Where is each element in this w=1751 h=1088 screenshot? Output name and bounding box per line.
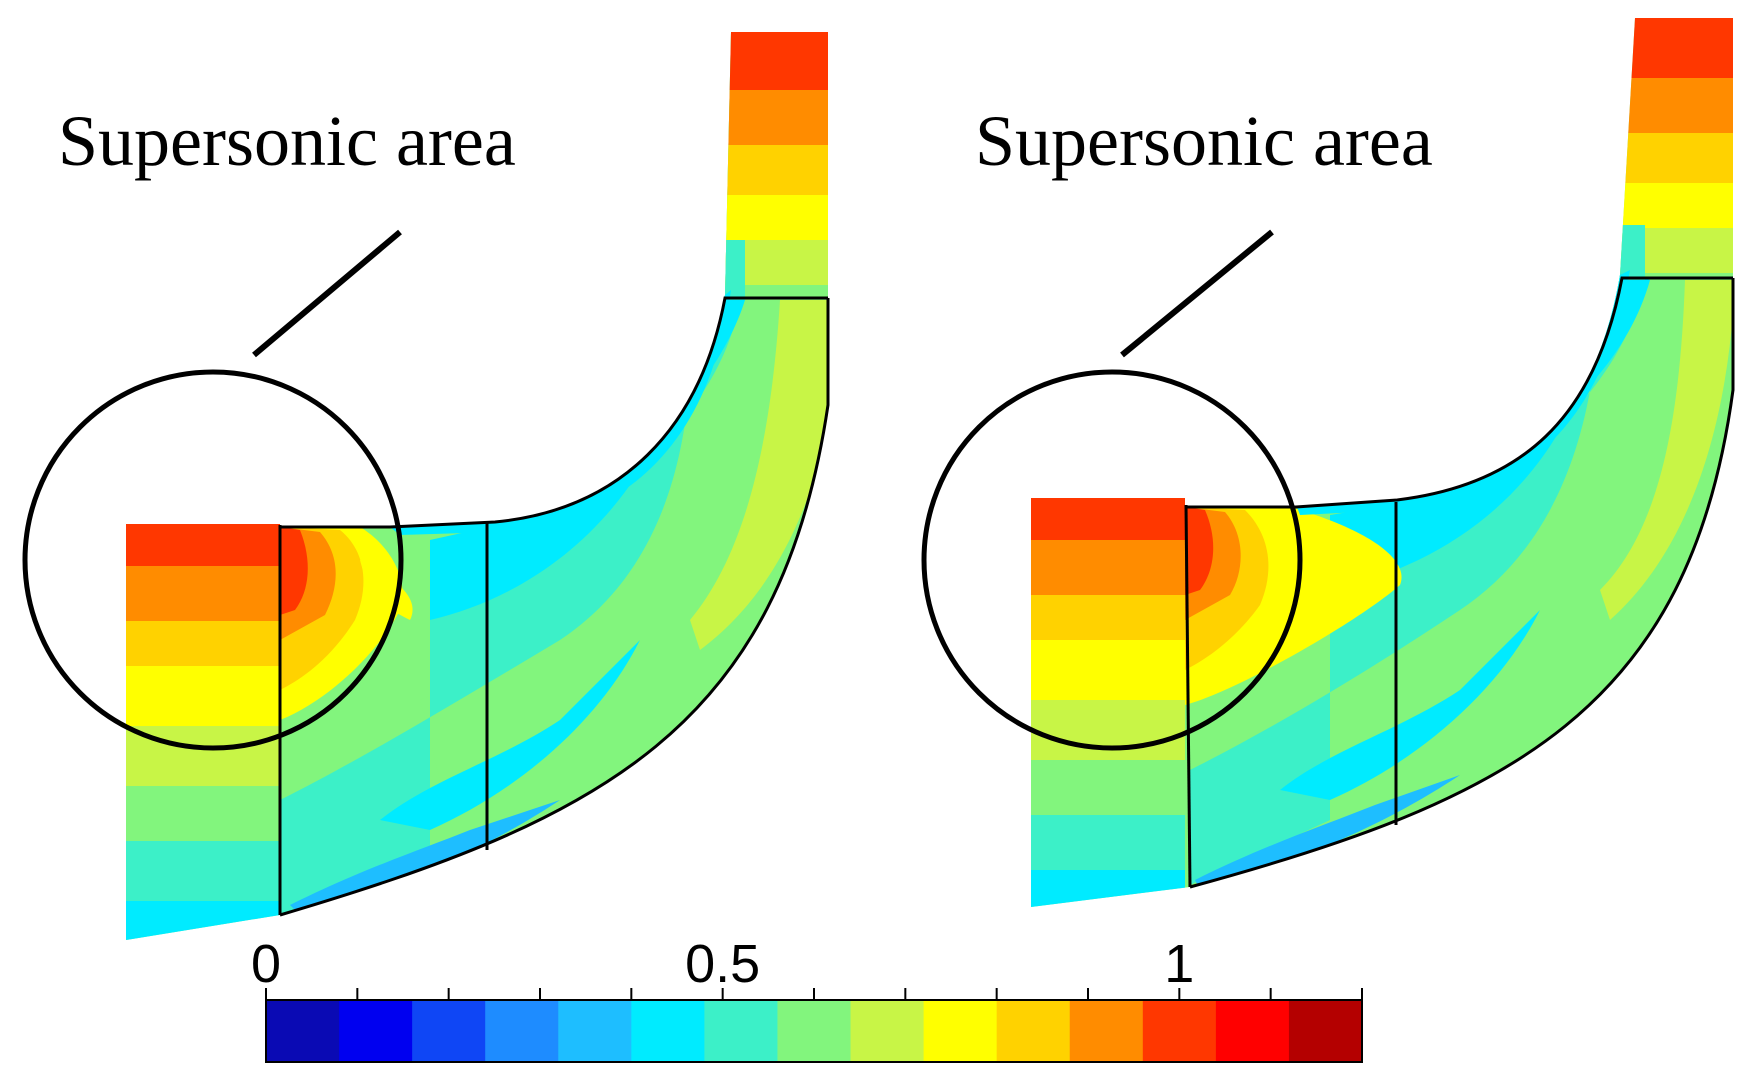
colorbar-swatch: [485, 1000, 559, 1062]
right-annotation-leader: [1120, 229, 1274, 358]
left-supersonic-circle: [22, 369, 404, 751]
colorbar-swatch: [777, 1000, 852, 1062]
colorbar-swatch: [996, 1000, 1071, 1062]
colorbar-swatch: [266, 1000, 340, 1062]
left-annotation: Supersonic area: [22, 101, 516, 751]
colorbar-swatch: [1069, 1000, 1144, 1062]
colorbar-swatch: [704, 1000, 778, 1062]
colorbar-swatch: [339, 1000, 413, 1062]
colorbar-swatch: [1142, 1000, 1217, 1062]
left-annotation-leader: [252, 229, 402, 358]
right-block-outlines: [1184, 276, 1735, 889]
colorbar-swatch: [1215, 1000, 1290, 1062]
colorbar-tick-label: 0: [251, 934, 281, 994]
colorbar-swatch: [923, 1000, 998, 1062]
colorbar-swatch: [631, 1000, 705, 1062]
right-annotation: Supersonic area: [921, 101, 1433, 751]
colorbar-tick-label: 1: [1164, 934, 1194, 994]
right-annotation-label: Supersonic area: [975, 101, 1433, 181]
colorbar-tick-label: 0.5: [685, 934, 760, 994]
colorbar-swatch: [412, 1000, 486, 1062]
colorbar-swatch: [558, 1000, 632, 1062]
left-block-outlines: [278, 296, 830, 917]
colorbar-swatch: [850, 1000, 925, 1062]
colorbar: 0 0.5 1: [251, 934, 1363, 1063]
left-annotation-label: Supersonic area: [58, 101, 516, 181]
colorbar-swatch: [1288, 1000, 1363, 1062]
right-supersonic-circle: [921, 369, 1303, 751]
